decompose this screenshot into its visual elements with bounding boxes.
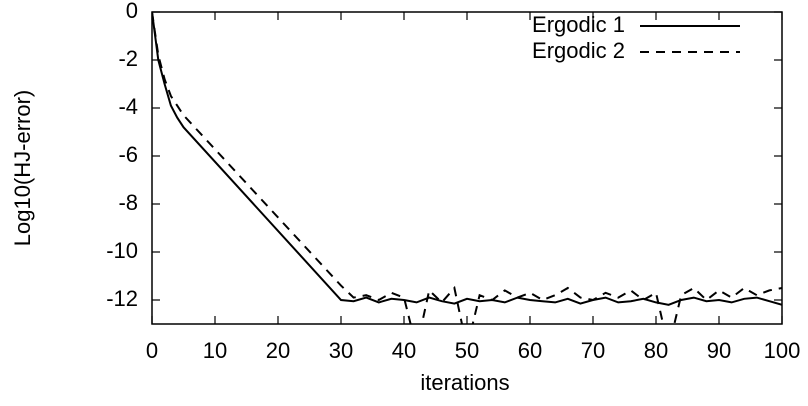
x-tick-label: 90 bbox=[707, 338, 731, 363]
y-tick-label: -6 bbox=[118, 142, 138, 167]
x-tick-label: 0 bbox=[146, 338, 158, 363]
x-tick-label: 40 bbox=[392, 338, 416, 363]
series-line bbox=[152, 12, 782, 324]
x-tick-label: 10 bbox=[203, 338, 227, 363]
y-tick-label: -12 bbox=[106, 286, 138, 311]
y-axis-label: Log10(HJ-error) bbox=[10, 90, 35, 247]
x-tick-label: 30 bbox=[329, 338, 353, 363]
y-tick-label: -10 bbox=[106, 238, 138, 263]
legend-label: Ergodic 2 bbox=[532, 38, 625, 63]
plot-lines bbox=[152, 12, 782, 324]
y-tick-label: 0 bbox=[126, 0, 138, 23]
x-tick-label: 60 bbox=[518, 338, 542, 363]
series-line bbox=[152, 12, 782, 306]
y-tick-label: -4 bbox=[118, 94, 138, 119]
x-tick-label: 70 bbox=[581, 338, 605, 363]
y-tick-label: -8 bbox=[118, 190, 138, 215]
x-axis-label: iterations bbox=[420, 370, 509, 395]
x-tick-label: 20 bbox=[266, 338, 290, 363]
x-tick-label: 50 bbox=[455, 338, 479, 363]
x-tick-label: 80 bbox=[644, 338, 668, 363]
y-tick-label: -2 bbox=[118, 46, 138, 71]
plot-frame bbox=[151, 11, 783, 325]
legend-label: Ergodic 1 bbox=[532, 12, 625, 37]
x-tick-label: 100 bbox=[764, 338, 801, 363]
